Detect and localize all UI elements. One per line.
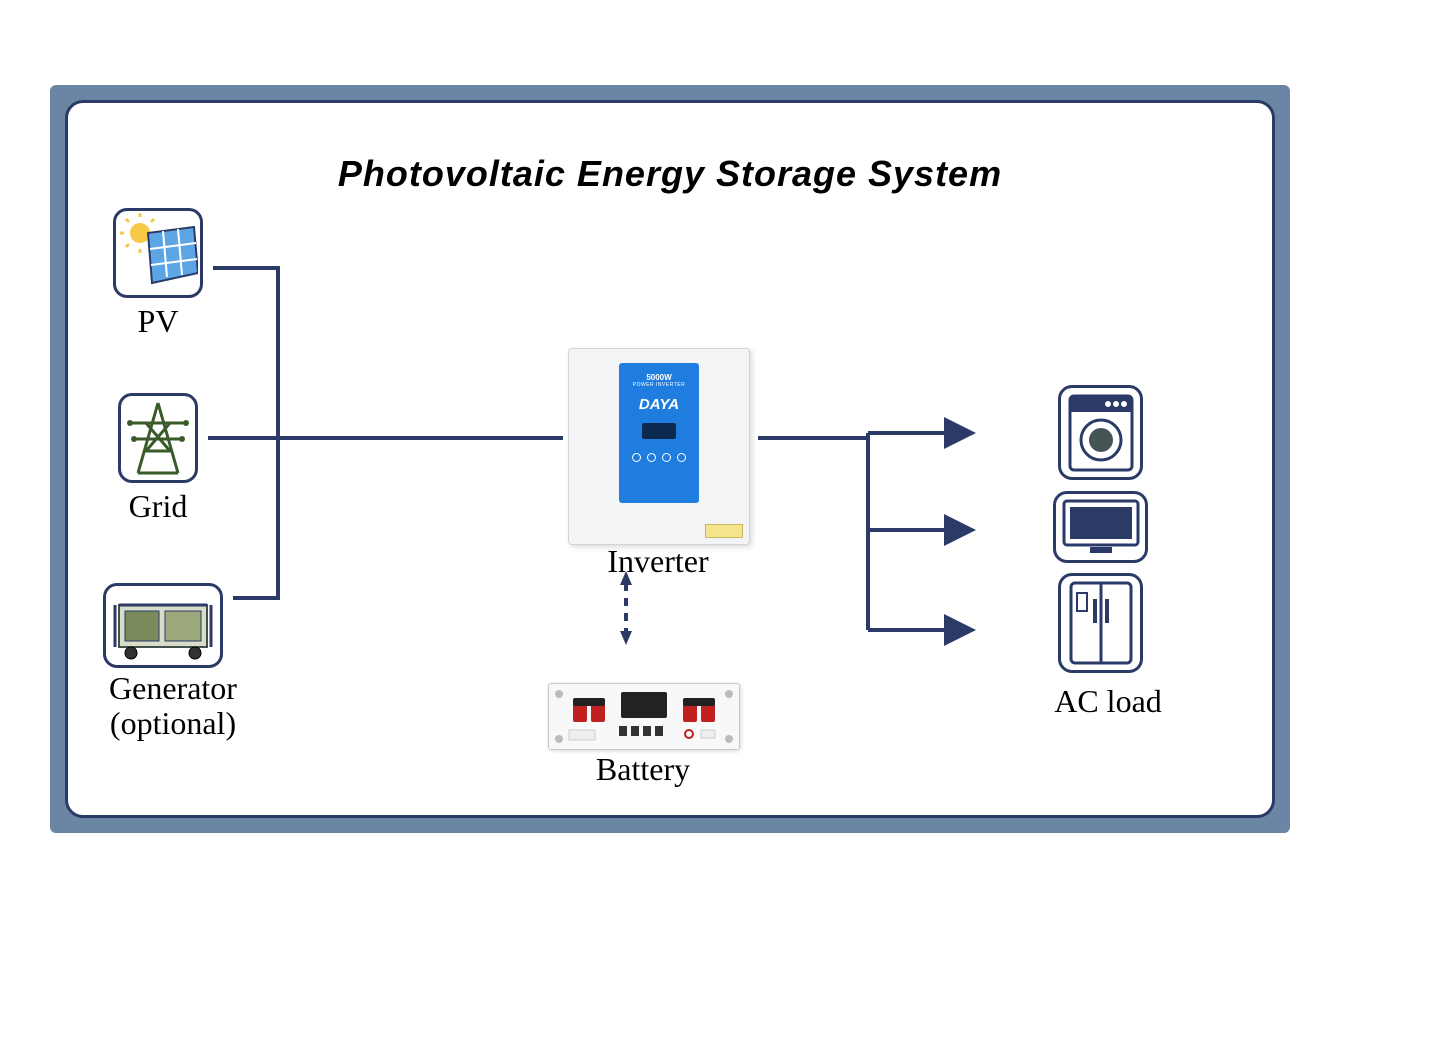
- node-load-fridge: [1058, 573, 1143, 673]
- node-load-washer: [1058, 385, 1143, 480]
- monitor-icon: [1060, 497, 1142, 557]
- grid-tower-icon: [126, 399, 190, 477]
- node-generator: [103, 583, 223, 668]
- label-battery: Battery: [548, 751, 738, 788]
- node-grid: [118, 393, 198, 483]
- inverter-brand: DAYA: [619, 396, 699, 413]
- node-load-monitor: [1053, 491, 1148, 563]
- fridge-icon: [1065, 579, 1137, 667]
- label-grid: Grid: [103, 488, 213, 525]
- generator-icon: [111, 591, 215, 661]
- node-inverter: 5000W POWER INVERTER DAYA: [568, 348, 750, 545]
- diagram-canvas: Photovoltaic Energy Storage System: [65, 100, 1275, 818]
- washing-machine-icon: [1066, 392, 1136, 474]
- node-battery: [548, 683, 740, 750]
- label-generator: Generator (optional): [68, 671, 278, 741]
- label-inverter: Inverter: [558, 543, 758, 580]
- diagram-frame: Photovoltaic Energy Storage System: [50, 85, 1290, 833]
- inverter-subtitle: POWER INVERTER: [619, 382, 699, 388]
- inverter-model: 5000W: [619, 373, 699, 382]
- inverter-panel: 5000W POWER INVERTER DAYA: [619, 363, 699, 503]
- inverter-buttons: [619, 453, 699, 462]
- node-pv: [113, 208, 203, 298]
- solar-panel-icon: [118, 213, 198, 293]
- diagram-title: Photovoltaic Energy Storage System: [68, 153, 1272, 195]
- label-acload: AC load: [1028, 683, 1188, 720]
- inverter-screen: [642, 423, 676, 439]
- label-pv: PV: [113, 303, 203, 340]
- inverter-sticker: [705, 524, 743, 538]
- battery-icon: [549, 684, 739, 749]
